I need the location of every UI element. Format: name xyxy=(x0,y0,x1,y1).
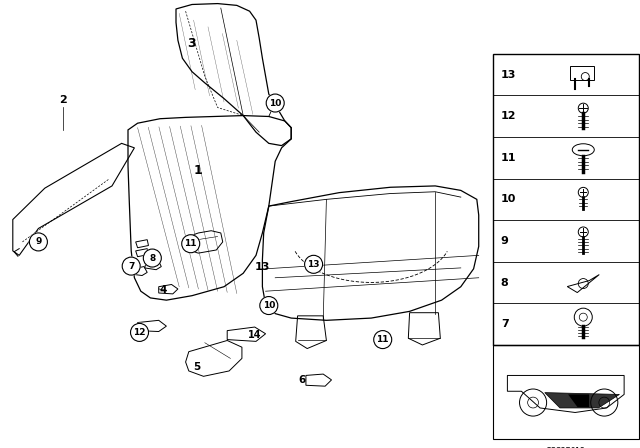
Text: 1: 1 xyxy=(194,164,203,177)
Text: 13: 13 xyxy=(307,260,320,269)
Text: 13: 13 xyxy=(501,69,516,80)
Circle shape xyxy=(374,331,392,349)
Circle shape xyxy=(260,297,278,314)
Circle shape xyxy=(182,235,200,253)
Circle shape xyxy=(131,323,148,341)
Text: 2: 2 xyxy=(59,95,67,105)
Circle shape xyxy=(122,257,140,275)
Text: 10: 10 xyxy=(262,301,275,310)
Circle shape xyxy=(143,249,161,267)
Bar xyxy=(493,54,639,345)
Circle shape xyxy=(29,233,47,251)
Text: 11: 11 xyxy=(501,153,516,163)
Polygon shape xyxy=(545,392,620,408)
Text: 10: 10 xyxy=(501,194,516,204)
Text: 6: 6 xyxy=(299,375,306,385)
Text: 5: 5 xyxy=(193,362,201,372)
Text: 4: 4 xyxy=(159,285,167,295)
Text: 12: 12 xyxy=(501,111,516,121)
Text: 11: 11 xyxy=(376,335,389,344)
Text: 12: 12 xyxy=(133,328,146,337)
Text: 9: 9 xyxy=(35,237,42,246)
Polygon shape xyxy=(568,394,589,407)
Circle shape xyxy=(266,94,284,112)
Text: 14: 14 xyxy=(248,330,262,340)
Text: 7: 7 xyxy=(128,262,134,271)
Text: CCC3E613: CCC3E613 xyxy=(546,447,586,448)
Text: 3: 3 xyxy=(188,37,196,51)
Text: 10: 10 xyxy=(269,99,282,108)
Circle shape xyxy=(305,255,323,273)
Text: 7: 7 xyxy=(501,319,509,329)
Text: 11: 11 xyxy=(184,239,197,248)
Text: 13: 13 xyxy=(255,262,270,272)
Text: 8: 8 xyxy=(501,278,509,288)
Text: 9: 9 xyxy=(501,236,509,246)
Bar xyxy=(493,345,639,439)
Text: 8: 8 xyxy=(149,254,156,263)
